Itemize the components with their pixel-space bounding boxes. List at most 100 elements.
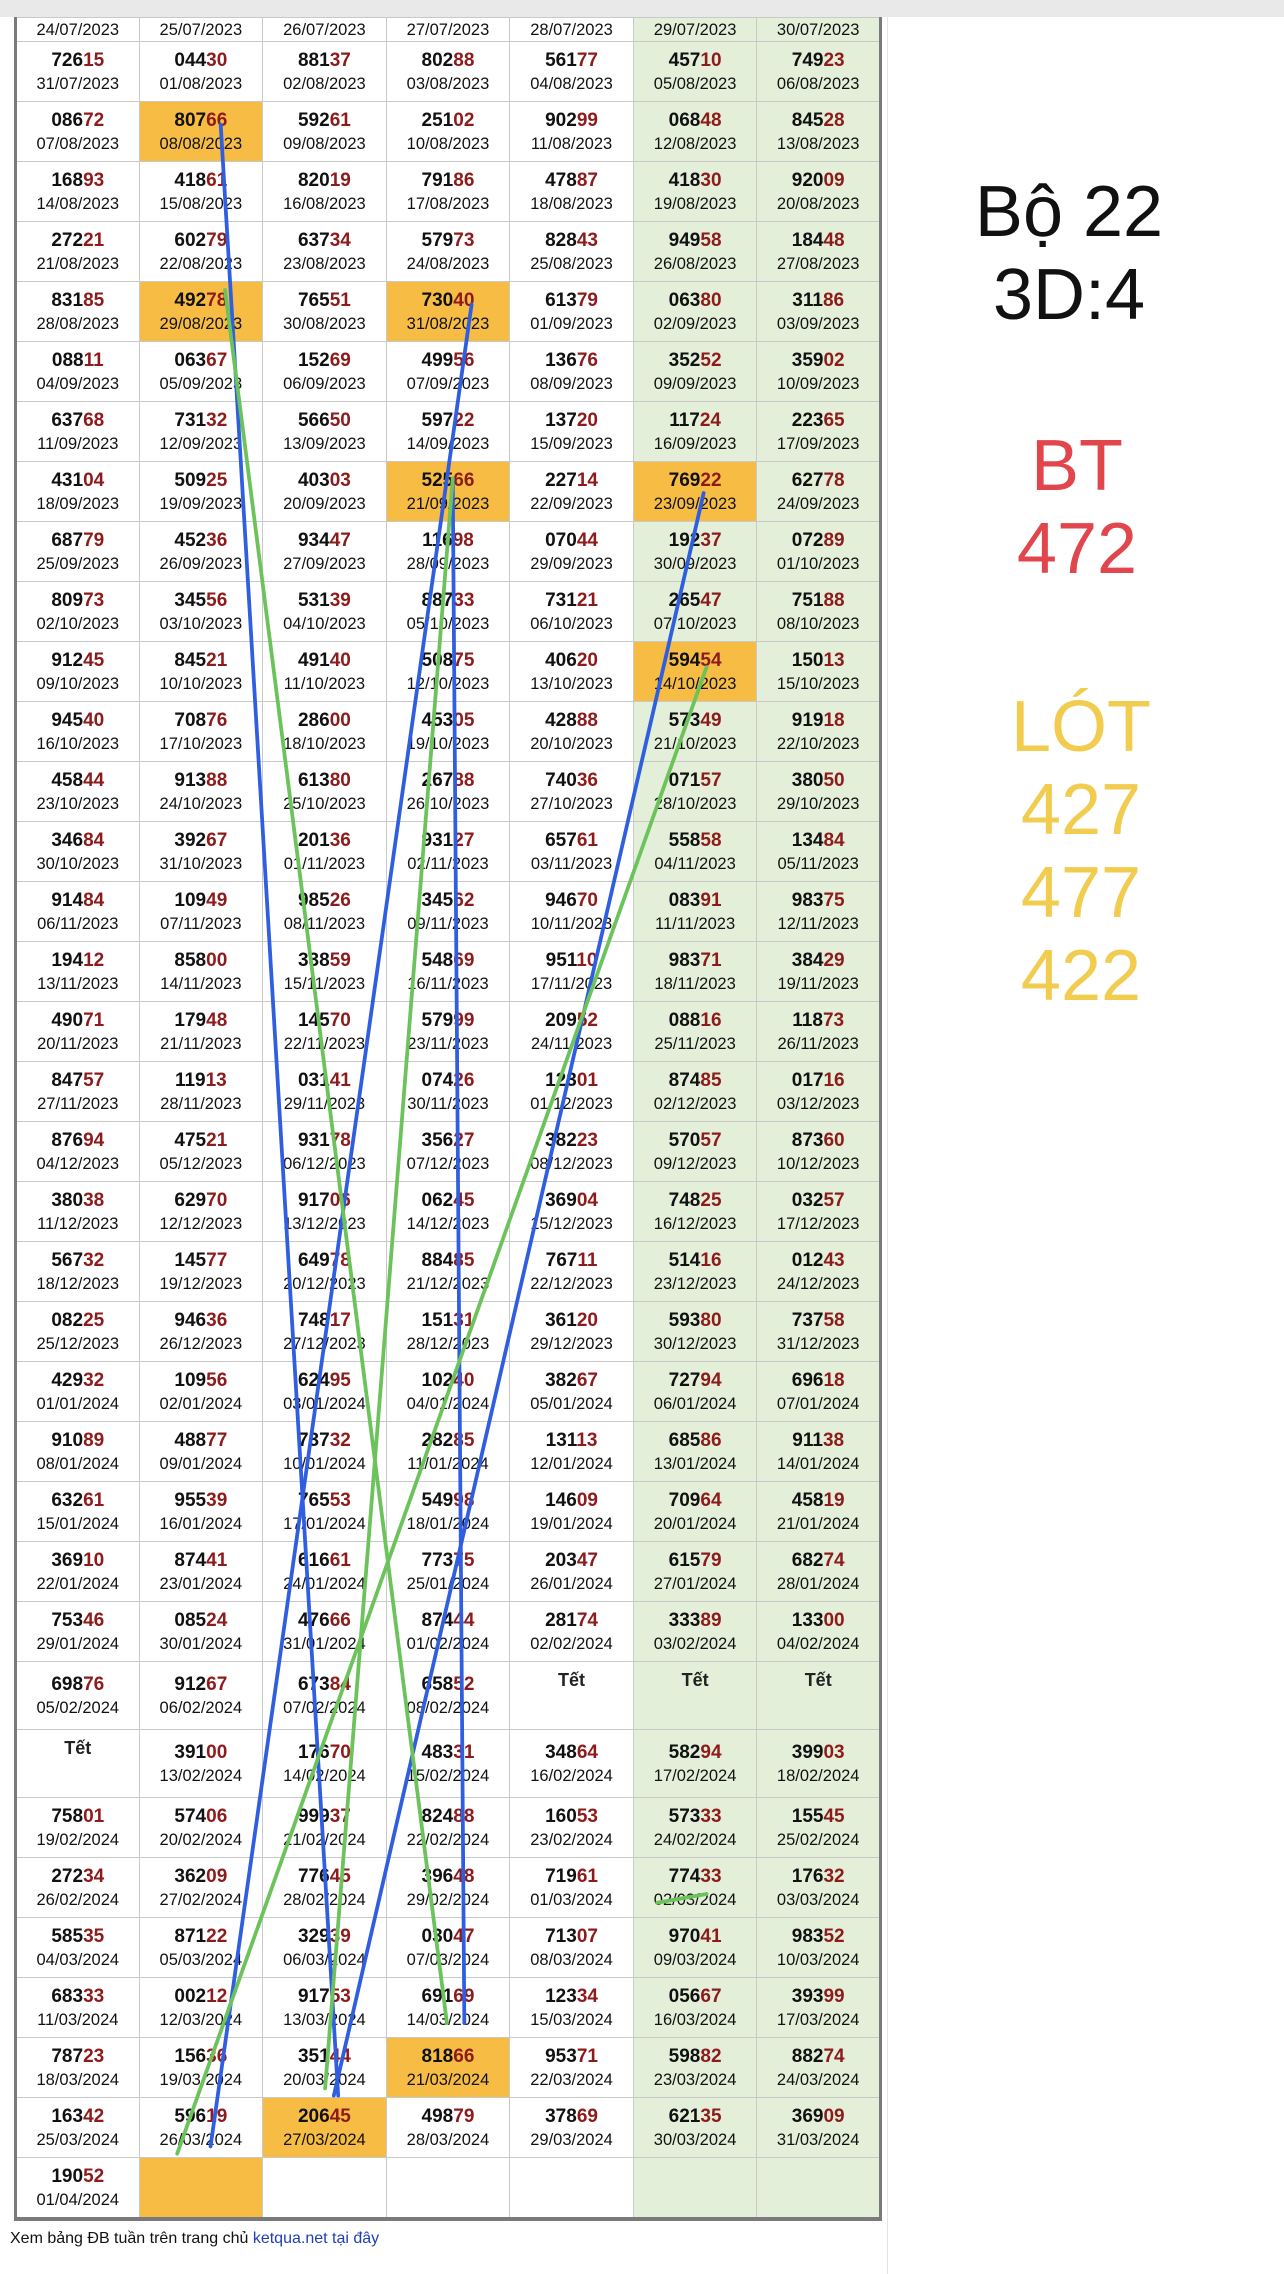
number-head: 602 xyxy=(174,229,207,251)
number-head: 392 xyxy=(174,829,207,851)
result-cell: 10956 02/01/2024 xyxy=(138,1361,264,1422)
result-cell: 59882 23/03/2024 xyxy=(632,2037,758,2098)
number-tail: 31 xyxy=(453,1309,475,1331)
draw-date: 19/08/2023 xyxy=(653,194,737,213)
result-cell: 15269 06/09/2023 xyxy=(262,341,387,402)
result-number: 98352 xyxy=(758,1925,879,1949)
draw-date: 20/08/2023 xyxy=(776,194,860,213)
number-head: 272 xyxy=(51,1865,84,1887)
number-tail: 25 xyxy=(83,1309,105,1331)
number-tail: 58 xyxy=(700,229,722,251)
result-cell xyxy=(509,2157,634,2220)
number-head: 345 xyxy=(421,889,454,911)
draw-date: 10/09/2023 xyxy=(776,374,860,393)
number-head: 118 xyxy=(792,1009,823,1031)
draw-date: 25/10/2023 xyxy=(283,794,366,813)
result-number: 16342 xyxy=(17,2105,138,2129)
set-title: Bộ 22 xyxy=(974,172,1164,252)
result-number: 74825 xyxy=(634,1189,756,1213)
table-row: 43104 18/09/2023 50925 19/09/2023 40303 20/09… xyxy=(15,461,881,522)
result-cell: 56732 18/12/2023 xyxy=(15,1241,140,1302)
number-tail: 24 xyxy=(699,409,721,431)
draw-date: 02/02/2024 xyxy=(530,1634,613,1653)
result-cell: 63768 11/09/2023 xyxy=(15,401,140,462)
result-number: 19052 xyxy=(17,2165,138,2189)
number-head: 999 xyxy=(297,1805,330,1827)
holiday-label: Tết xyxy=(681,1670,709,1690)
result-number: 26547 xyxy=(634,589,756,613)
result-cell: 07426 30/11/2023 xyxy=(385,1061,511,1122)
number-head: 809 xyxy=(51,589,84,611)
number-tail: 28 xyxy=(823,109,845,131)
result-cell: 73121 06/10/2023 xyxy=(509,581,634,642)
draw-date: 16/11/2023 xyxy=(407,974,489,993)
result-number: 34864 xyxy=(511,1741,633,1765)
result-cell: 39903 18/02/2024 xyxy=(756,1729,881,1798)
result-number: 01716 xyxy=(758,1069,879,1093)
result-number: 73040 xyxy=(387,289,509,313)
result-number: 15131 xyxy=(387,1309,509,1333)
draw-date: 14/08/2023 xyxy=(36,194,120,213)
number-tail: 61 xyxy=(576,829,598,851)
number-tail: 86 xyxy=(700,1429,722,1451)
result-cell: 07157 28/10/2023 xyxy=(632,761,758,822)
number-tail: 27 xyxy=(453,829,475,851)
result-number: 45844 xyxy=(17,769,138,793)
number-tail: 73 xyxy=(822,1009,845,1031)
draw-date: 15/10/2023 xyxy=(776,674,860,693)
number-tail: 87 xyxy=(576,169,598,191)
number-tail: 61 xyxy=(576,1865,598,1887)
number-head: 281 xyxy=(545,1609,577,1631)
number-head: 713 xyxy=(545,1925,577,1947)
result-cell: Tết xyxy=(632,1661,758,1730)
number-head: 490 xyxy=(51,1009,84,1031)
number-head: 737 xyxy=(791,1309,824,1331)
number-tail: 47 xyxy=(453,1925,475,1947)
footer-link[interactable]: ketqua.net tại đây xyxy=(252,2230,380,2247)
draw-date: 24/08/2023 xyxy=(406,254,490,273)
result-number: 01243 xyxy=(758,1249,879,1273)
number-tail: 33 xyxy=(700,1865,722,1887)
number-head: 983 xyxy=(791,889,824,911)
number-tail: 43 xyxy=(576,229,598,251)
draw-date: 06/02/2024 xyxy=(159,1698,243,1717)
number-tail: 15 xyxy=(83,49,105,71)
result-cell xyxy=(262,2157,387,2220)
number-tail: 19 xyxy=(329,169,351,191)
result-cell: 49071 20/11/2023 xyxy=(15,1001,140,1062)
result-cell: 91753 13/03/2024 xyxy=(262,1977,387,2038)
number-head: 758 xyxy=(51,1805,84,1827)
number-tail: 89 xyxy=(83,1429,105,1451)
holiday-label: Tết xyxy=(64,1738,92,1758)
number-tail: 32 xyxy=(83,1249,105,1271)
result-number: 07426 xyxy=(387,1069,509,1093)
number-tail: 71 xyxy=(83,1009,105,1031)
result-number: 68333 xyxy=(17,1985,138,2009)
result-number: 39903 xyxy=(758,1741,879,1765)
table-row: 80973 02/10/2023 34556 03/10/2023 53139 04/10… xyxy=(15,581,881,642)
result-cell: 03141 29/11/2023 xyxy=(262,1061,387,1122)
draw-date: 19/03/2024 xyxy=(159,2070,243,2089)
draw-date: 27/11/2023 xyxy=(37,1094,119,1113)
result-number: 11913 xyxy=(140,1069,262,1093)
number-tail: 36 xyxy=(329,829,351,851)
result-cell: 70964 20/01/2024 xyxy=(632,1481,758,1542)
result-number: 80973 xyxy=(17,589,138,613)
result-number: 36909 xyxy=(758,2105,879,2129)
result-cell: 33389 03/02/2024 xyxy=(632,1601,758,1662)
result-number: 65852 xyxy=(387,1673,509,1697)
result-number: 13300 xyxy=(758,1609,879,1633)
number-tail: 94 xyxy=(700,1741,722,1763)
number-tail: 06 xyxy=(206,1805,228,1827)
draw-date: 04/02/2024 xyxy=(776,1634,860,1653)
number-head: 499 xyxy=(421,349,454,371)
number-head: 031 xyxy=(297,1069,330,1091)
number-tail: 94 xyxy=(700,1369,722,1391)
result-cell: 57333 24/02/2024 xyxy=(632,1797,758,1858)
result-number: 57057 xyxy=(634,1129,756,1153)
number-tail: 25 xyxy=(700,1189,722,1211)
number-head: 696 xyxy=(791,1369,824,1391)
result-number: 06367 xyxy=(140,349,262,373)
result-cell: 15636 19/03/2024 xyxy=(138,2037,264,2098)
result-cell: 06848 12/08/2023 xyxy=(632,101,758,162)
